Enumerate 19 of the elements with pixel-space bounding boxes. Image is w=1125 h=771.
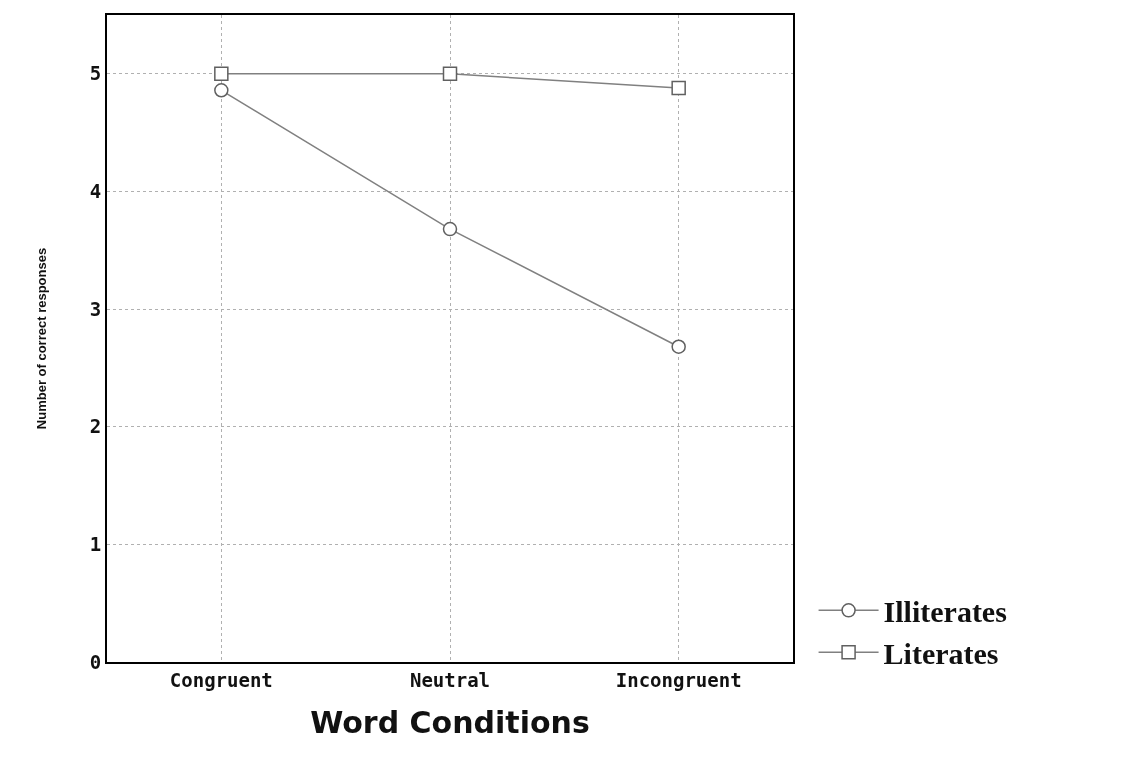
point	[214, 66, 229, 82]
legend-label: Illiterates	[883, 595, 1007, 629]
point	[671, 339, 686, 354]
x-tick-label: Incongruent	[615, 668, 742, 691]
point	[442, 66, 458, 82]
y-tick-label: 5	[89, 62, 102, 85]
point	[214, 83, 229, 98]
y-axis-title: Number of correct responses	[34, 247, 50, 430]
y-tick-label: 2	[89, 415, 102, 438]
x-tick-label: Congruent	[169, 668, 273, 691]
legend-label: Literates	[883, 637, 999, 671]
point	[671, 80, 686, 96]
y-tick-label: 3	[89, 297, 102, 320]
point	[442, 221, 458, 237]
y-tick-label: 1	[89, 533, 102, 556]
y-tick-label: 0	[89, 650, 102, 673]
y-tick-label: 4	[89, 180, 102, 203]
x-axis-title: Word Conditions	[310, 704, 590, 740]
x-tick-label: Neutral	[409, 668, 491, 691]
